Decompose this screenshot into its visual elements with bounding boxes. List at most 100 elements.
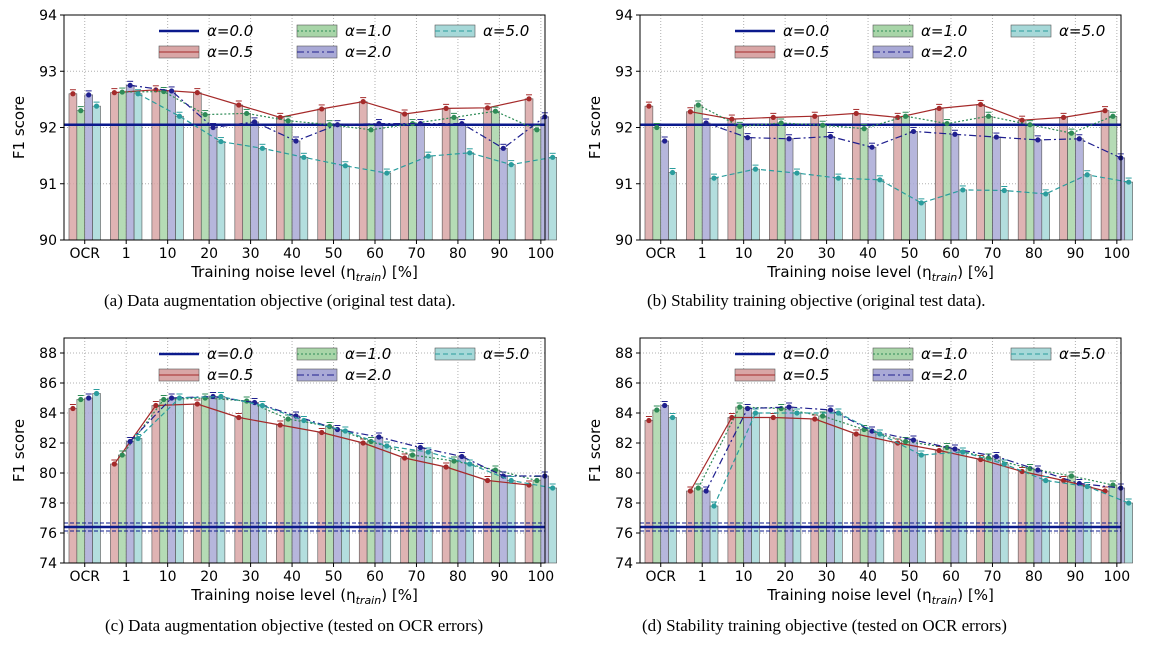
- x-tick-label: 1: [122, 569, 131, 585]
- bar-alpha_5_0: [341, 430, 350, 564]
- x-axis-label-tail: ) [%]: [957, 263, 994, 281]
- x-tick-label: 100: [1103, 246, 1130, 262]
- point-alpha_1_0: [654, 407, 660, 413]
- y-tick-label: 74: [39, 556, 57, 572]
- point-alpha_1_0: [119, 89, 125, 95]
- x-tick-label: 10: [159, 246, 177, 262]
- bar-alpha_0_5: [524, 484, 534, 564]
- point-alpha_1_0: [409, 452, 416, 458]
- x-tick-label: 30: [242, 569, 260, 585]
- point-alpha_2_0: [952, 446, 958, 452]
- x-axis-label-sub: train: [356, 594, 382, 607]
- bar-alpha_1_0: [735, 406, 744, 564]
- bar-alpha_2_0: [1033, 469, 1043, 564]
- bar-alpha_5_0: [216, 141, 226, 241]
- axes-frame: [639, 337, 1122, 564]
- point-alpha_1_0: [1068, 473, 1075, 479]
- point-alpha_0_5: [770, 114, 776, 120]
- y-tick-label: 94: [39, 8, 57, 24]
- legend-label-alpha_0_5: α=0.5: [207, 43, 253, 61]
- point-alpha_1_0: [820, 122, 826, 128]
- bar-alpha_5_0: [92, 105, 101, 241]
- bar-alpha_1_0: [532, 129, 542, 241]
- point-alpha_5_0: [550, 485, 556, 491]
- point-alpha_5_0: [1043, 477, 1049, 484]
- point-alpha_2_0: [869, 428, 875, 434]
- point-alpha_2_0: [86, 395, 92, 401]
- x-tick-label: 70: [984, 569, 1002, 585]
- bar-alpha_1_0: [242, 400, 251, 564]
- point-alpha_0_5: [319, 429, 325, 436]
- point-alpha_2_0: [786, 136, 792, 142]
- point-alpha_5_0: [835, 410, 842, 416]
- bar-alpha_0_5: [276, 117, 285, 241]
- bar-alpha_1_0: [652, 409, 662, 564]
- bar-alpha_5_0: [216, 396, 226, 564]
- point-alpha_5_0: [467, 150, 473, 156]
- bar-alpha_0_5: [893, 442, 902, 564]
- bar-alpha_0_5: [1017, 471, 1027, 564]
- bar-alpha_1_0: [1025, 124, 1035, 241]
- y-tick-label: 94: [615, 8, 633, 24]
- point-alpha_1_0: [451, 458, 457, 464]
- y-tick-label: 76: [615, 526, 633, 542]
- caption-a: (a) Data augmentation objective (origina…: [104, 291, 456, 310]
- point-alpha_0_5: [978, 101, 984, 108]
- point-alpha_0_5: [853, 431, 859, 437]
- x-tick-label: OCR: [69, 569, 100, 585]
- point-alpha_1_0: [534, 127, 540, 133]
- point-alpha_5_0: [669, 414, 676, 421]
- x-tick-label: 60: [366, 246, 384, 262]
- bar-alpha_2_0: [950, 133, 960, 241]
- bar-alpha_0_5: [769, 417, 778, 564]
- bar-alpha_2_0: [867, 430, 877, 564]
- point-alpha_1_0: [1110, 113, 1116, 119]
- bar-alpha_1_0: [76, 399, 86, 564]
- bar-alpha_1_0: [491, 469, 500, 564]
- bar-alpha_2_0: [660, 140, 669, 241]
- bar-alpha_2_0: [992, 456, 1001, 564]
- point-alpha_1_0: [944, 444, 950, 451]
- bar-alpha_5_0: [668, 172, 677, 241]
- point-alpha_5_0: [752, 410, 759, 416]
- point-alpha_5_0: [711, 175, 717, 181]
- point-alpha_1_0: [778, 120, 784, 126]
- point-alpha_1_0: [78, 108, 84, 114]
- bar-alpha_5_0: [258, 405, 267, 564]
- y-tick-label: 90: [39, 233, 57, 249]
- point-alpha_5_0: [960, 187, 966, 193]
- point-alpha_2_0: [703, 488, 709, 494]
- y-tick-label: 76: [39, 526, 57, 542]
- point-alpha_5_0: [835, 175, 842, 181]
- x-axis-label: Training noise level (ηtrain) [%]: [190, 263, 418, 284]
- bar-alpha_5_0: [875, 179, 885, 241]
- bar-alpha_0_5: [769, 117, 778, 241]
- y-tick-label: 82: [39, 436, 57, 452]
- bar-alpha_2_0: [867, 146, 877, 241]
- series-line-alpha_1_0: [121, 397, 538, 482]
- x-tick-label: 60: [942, 246, 960, 262]
- point-alpha_1_0: [1068, 130, 1075, 136]
- x-tick-label: 70: [984, 246, 1002, 262]
- point-alpha_5_0: [342, 428, 348, 434]
- x-tick-label: 40: [283, 569, 301, 585]
- bar-alpha_2_0: [167, 397, 176, 564]
- bar-alpha_0_5: [852, 433, 861, 564]
- bar-alpha_5_0: [548, 157, 557, 241]
- point-alpha_0_5: [1102, 108, 1108, 114]
- bar-alpha_0_5: [441, 466, 451, 564]
- point-alpha_5_0: [1001, 461, 1007, 467]
- point-alpha_1_0: [244, 110, 250, 117]
- bar-alpha_2_0: [250, 402, 259, 564]
- bar-alpha_5_0: [299, 157, 309, 241]
- bar-alpha_1_0: [366, 441, 376, 564]
- x-tick-label: OCR: [645, 246, 676, 262]
- bar-alpha_0_5: [68, 408, 78, 564]
- bar-alpha_5_0: [1082, 486, 1092, 564]
- point-alpha_2_0: [293, 138, 299, 144]
- point-alpha_5_0: [384, 443, 390, 449]
- bar-alpha_5_0: [506, 480, 516, 564]
- bar-alpha_5_0: [668, 417, 677, 564]
- bar-alpha_0_5: [234, 417, 244, 564]
- point-alpha_2_0: [86, 92, 92, 98]
